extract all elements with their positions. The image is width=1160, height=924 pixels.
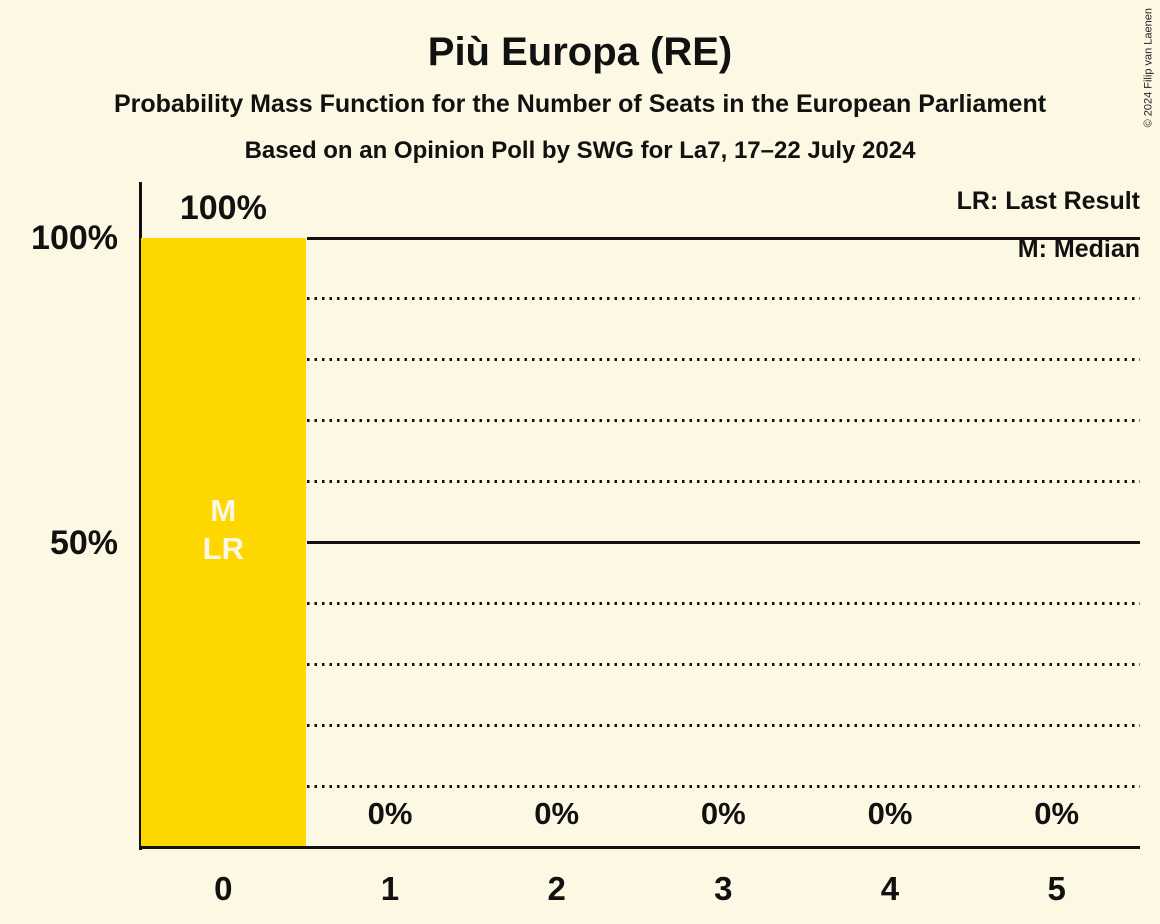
bar-seats-0 bbox=[141, 238, 306, 847]
gridline-dotted-40 bbox=[306, 601, 1140, 605]
x-tick-label-4: 4 bbox=[880, 870, 900, 907]
gridline-solid-100 bbox=[306, 236, 1140, 240]
bar-value-label-0: 100% bbox=[179, 189, 267, 227]
x-tick-label-0: 0 bbox=[214, 870, 233, 907]
bar-value-label-3: 0% bbox=[700, 796, 746, 831]
bar-annotation-median-last-result: M LR bbox=[202, 493, 244, 566]
bar-value-label-2: 0% bbox=[534, 796, 580, 831]
x-tick-label-2: 2 bbox=[547, 870, 566, 907]
copyright-notice: © 2024 Filip van Laenen bbox=[1142, 8, 1154, 128]
bar-value-label-1: 0% bbox=[367, 796, 413, 831]
x-tick-label-5: 5 bbox=[1047, 870, 1066, 907]
x-tick-label-1: 1 bbox=[380, 870, 400, 907]
page-title: Più Europa (RE) bbox=[427, 30, 733, 74]
chart-source-subtitle: Based on an Opinion Poll by SWG for La7,… bbox=[244, 137, 916, 164]
x-tick-label-3: 3 bbox=[714, 870, 733, 907]
gridline-dotted-10 bbox=[306, 784, 1140, 788]
legend-last-result: LR: Last Result bbox=[956, 187, 1140, 215]
legend-median: M: Median bbox=[1017, 235, 1140, 263]
gridline-dotted-20 bbox=[306, 723, 1140, 727]
gridline-dotted-70 bbox=[306, 419, 1140, 423]
bar-value-label-5: 0% bbox=[1034, 796, 1080, 831]
bar-value-label-4: 0% bbox=[867, 796, 913, 831]
gridline-dotted-60 bbox=[306, 480, 1140, 484]
gridline-solid-50 bbox=[306, 541, 1140, 544]
y-axis bbox=[139, 182, 142, 850]
gridline-dotted-30 bbox=[306, 662, 1140, 666]
y-axis-label-50: 50% bbox=[49, 524, 118, 562]
y-axis-label-100: 100% bbox=[31, 219, 118, 257]
gridline-dotted-80 bbox=[306, 358, 1140, 362]
chart-subtitle: Probability Mass Function for the Number… bbox=[113, 90, 1047, 118]
gridline-dotted-90 bbox=[306, 297, 1140, 301]
x-axis bbox=[139, 846, 1140, 849]
